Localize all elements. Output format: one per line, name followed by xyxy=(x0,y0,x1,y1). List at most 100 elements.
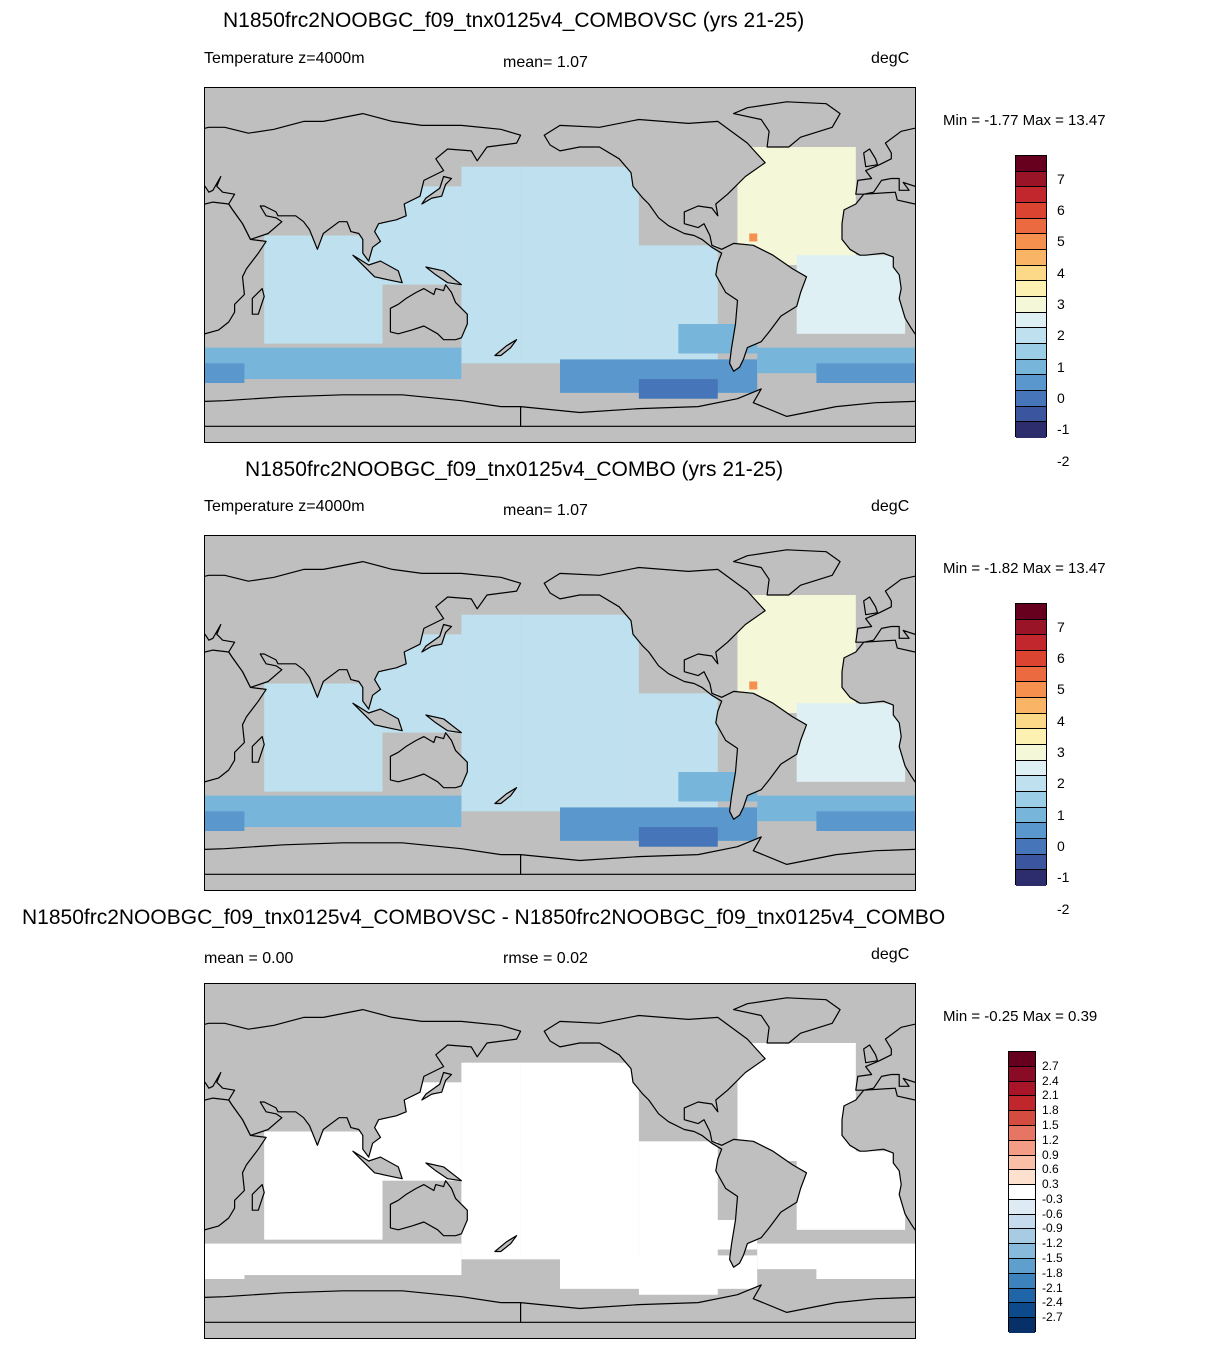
panel2-mean: mean= 1.07 xyxy=(503,502,588,519)
colorbar-swatch xyxy=(1009,1214,1035,1230)
land-outline xyxy=(205,1097,267,1231)
colorbar-swatch xyxy=(1016,729,1046,745)
ocean-field xyxy=(205,811,245,831)
land-outline xyxy=(543,1014,808,1268)
colorbar-swatch xyxy=(1016,171,1046,188)
colorbar-swatch xyxy=(1009,1096,1035,1112)
colorbar-tick-label: 0.6 xyxy=(1042,1162,1059,1177)
colorbar-swatch xyxy=(1016,651,1046,667)
ocean-field xyxy=(796,255,906,334)
colorbar-swatch xyxy=(1009,1170,1035,1186)
land-outline xyxy=(494,787,518,805)
land-outline xyxy=(841,639,915,783)
land-outline xyxy=(205,1009,522,1158)
colorbar-swatch xyxy=(1009,1155,1035,1171)
colorbar-swatch xyxy=(1016,422,1046,438)
panel2-colorbar: 7 6 5 4 3 2 1 0 -1 -2 xyxy=(1015,603,1069,917)
colorbar-swatch xyxy=(1016,359,1046,376)
panel2-units: degC xyxy=(871,498,910,515)
land-outline xyxy=(855,575,915,643)
colorbar-swatch xyxy=(1016,375,1046,391)
land-outline xyxy=(421,1071,453,1101)
colorbar-tick-label: -2 xyxy=(1057,452,1070,469)
colorbar-swatch xyxy=(1016,635,1046,651)
ocean-field xyxy=(816,363,915,383)
colorbar-tick-label: 1 xyxy=(1057,806,1065,823)
ocean-field xyxy=(461,166,521,364)
ocean-field xyxy=(520,614,639,812)
panel2-map xyxy=(204,535,916,891)
land-outline xyxy=(841,191,915,335)
warm-spot xyxy=(749,681,758,690)
ocean-field xyxy=(796,703,906,782)
land-outline xyxy=(425,714,462,734)
ocean-field xyxy=(205,347,462,380)
land-outline xyxy=(425,266,462,286)
ocean-field xyxy=(638,379,718,399)
colorbar-tick-label: -1.2 xyxy=(1042,1236,1063,1251)
warm-spot xyxy=(749,1129,758,1138)
colorbar-tick-label: 5 xyxy=(1057,233,1065,250)
world-map xyxy=(205,549,915,875)
land-outline xyxy=(205,113,522,262)
colorbar-tick-label: -2.1 xyxy=(1042,1280,1063,1295)
land-outline xyxy=(494,339,518,357)
panel1-map xyxy=(204,87,916,443)
colorbar-tick-label: 6 xyxy=(1057,649,1065,666)
ocean-field xyxy=(205,1259,245,1279)
colorbar-tick-label: 5 xyxy=(1057,681,1065,698)
colorbar-tick-label: 7 xyxy=(1057,170,1065,187)
colorbar-tick-label: -1.5 xyxy=(1042,1251,1063,1266)
colorbar-tick-label: 1.8 xyxy=(1042,1103,1059,1118)
colorbar-tick-label: -1.8 xyxy=(1042,1265,1063,1280)
panel1-mean: mean= 1.07 xyxy=(503,54,588,71)
panel1-variable: Temperature z=4000m xyxy=(204,50,365,67)
ocean-field xyxy=(205,363,245,383)
colorbar-swatch xyxy=(1009,1125,1035,1141)
colorbar-swatch xyxy=(1016,281,1046,297)
colorbar-swatch xyxy=(1016,682,1046,698)
colorbar-swatch xyxy=(1016,760,1046,777)
land-outline xyxy=(421,623,453,653)
land-outline xyxy=(520,836,915,875)
colorbar-swatch xyxy=(1009,1066,1035,1082)
land-outline xyxy=(389,284,468,341)
colorbar-swatch xyxy=(1016,823,1046,839)
colorbar-tick-label: 0 xyxy=(1057,389,1065,406)
colorbar-swatch xyxy=(1016,265,1046,282)
panel2-title: N1850frc2NOOBGC_f09_tnx0125v4_COMBO (yrs… xyxy=(245,458,784,481)
land-outline xyxy=(205,1290,522,1323)
colorbar-swatch xyxy=(1016,218,1046,235)
ocean-field xyxy=(205,795,462,828)
land-outline xyxy=(251,288,265,315)
land-outline xyxy=(855,127,915,195)
colorbar-swatch xyxy=(1009,1185,1035,1200)
colorbar-swatch xyxy=(1016,391,1046,407)
panel3-title: N1850frc2NOOBGC_f09_tnx0125v4_COMBOVSC -… xyxy=(22,906,946,929)
ocean-field xyxy=(816,1259,915,1279)
colorbar-tick-label: 1 xyxy=(1057,358,1065,375)
colorbar-swatch xyxy=(1016,807,1046,824)
land-outline xyxy=(352,702,403,732)
land-outline xyxy=(733,549,841,596)
ocean-field xyxy=(520,166,639,364)
land-outline xyxy=(520,1284,915,1323)
panel3-units: degC xyxy=(871,946,910,963)
land-outline xyxy=(863,596,879,616)
colorbar-swatch xyxy=(1016,203,1046,219)
colorbar-swatch xyxy=(1009,1052,1035,1067)
land-outline xyxy=(389,732,468,789)
land-outline xyxy=(352,1150,403,1180)
colorbar-tick-label: -2.4 xyxy=(1042,1295,1063,1310)
panel3-colorbar: 2.7 2.4 2.1 1.8 1.5 1.2 0.9 0.6 0.3 -0.3 -0.6 -0.9-… xyxy=(1008,1051,1063,1333)
colorbar-swatch xyxy=(1009,1259,1035,1274)
colorbar-tick-label: 1.5 xyxy=(1042,1117,1059,1132)
colorbar-tick-label: 4 xyxy=(1057,264,1065,281)
colorbar-swatch xyxy=(1016,713,1046,730)
land-outline xyxy=(863,148,879,168)
ocean-field xyxy=(205,1243,462,1276)
world-map xyxy=(205,997,915,1323)
colorbar-swatch xyxy=(1009,1288,1035,1304)
colorbar-tick-label: 1.2 xyxy=(1042,1132,1059,1147)
colorbar-tick-label: 0 xyxy=(1057,837,1065,854)
